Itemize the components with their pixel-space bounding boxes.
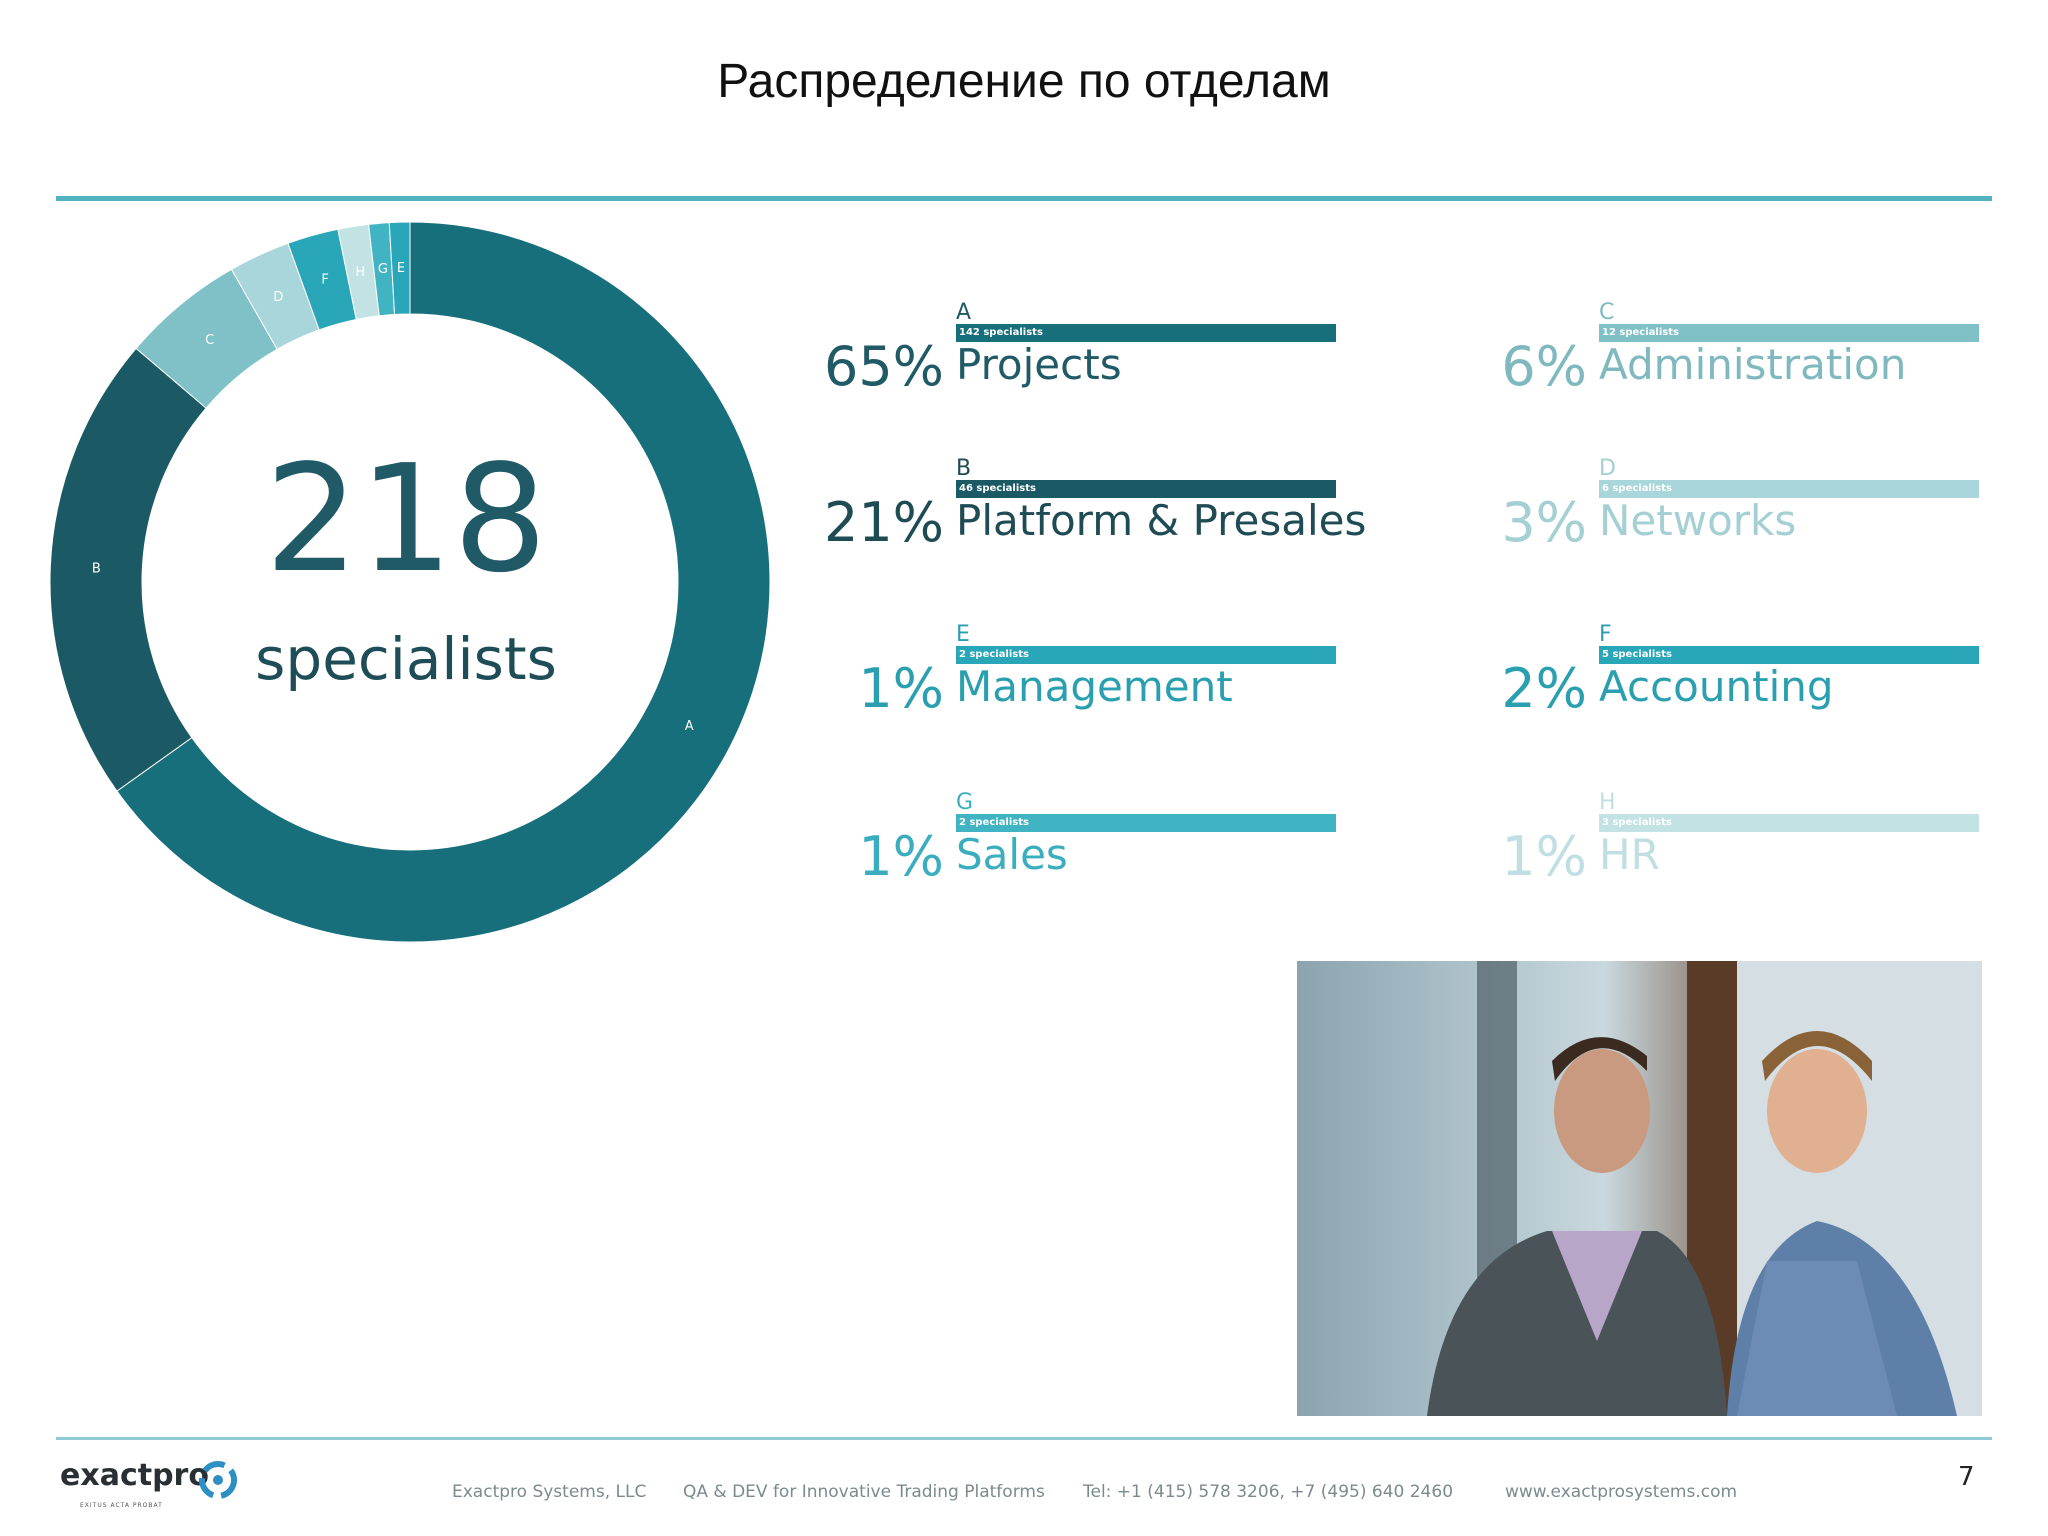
donut-slice-b: [49, 347, 207, 792]
dept-letter: H: [1599, 790, 1616, 815]
donut-slice-a: [116, 221, 771, 943]
logo-tagline: EXITUS ACTA PROBAT: [80, 1502, 163, 1509]
team-photo-illustration: [1297, 961, 1982, 1416]
dept-percent: 21%: [823, 491, 944, 554]
dept-networks: 3% D 6 specialists Networks: [1443, 458, 2043, 578]
dept-accounting: 2% F 5 specialists Accounting: [1443, 624, 2043, 744]
footer-phone: Tel: +1 (415) 578 3206, +7 (495) 640 246…: [1083, 1482, 1454, 1502]
footer-website[interactable]: www.exactprosystems.com: [1505, 1482, 1738, 1502]
dept-name: HR: [1599, 830, 1660, 879]
total-count: 218: [264, 433, 548, 605]
donut-label-h: H: [356, 265, 366, 280]
dept-name: Sales: [956, 830, 1068, 879]
dept-letter: G: [956, 790, 974, 815]
dept-percent: 65%: [823, 335, 944, 398]
dept-percent: 6%: [1501, 335, 1587, 398]
donut-label-c: C: [205, 333, 214, 348]
top-divider: [56, 196, 1992, 201]
dept-bar: 2 specialists: [956, 646, 1336, 664]
dept-bar: 2 specialists: [956, 814, 1336, 832]
donut-chart: A B C D F H G E: [49, 221, 771, 943]
team-photo: [1297, 961, 1982, 1416]
dept-letter: C: [1599, 300, 1615, 325]
dept-bar: 142 specialists: [956, 324, 1336, 342]
dept-bar: 12 specialists: [1599, 324, 1979, 342]
logo-text: exactpro: [60, 1458, 209, 1493]
dept-name: Management: [956, 662, 1233, 711]
logo-icon: [199, 1461, 237, 1499]
donut-label-g: G: [378, 262, 388, 277]
dept-letter: E: [956, 622, 970, 647]
footer-slogan: QA & DEV for Innovative Trading Platform…: [683, 1482, 1045, 1502]
dept-sales: 1% G 2 specialists Sales: [800, 792, 1400, 912]
dept-management: 1% E 2 specialists Management: [800, 624, 1400, 744]
dept-letter: D: [1599, 456, 1616, 481]
donut-label-b: B: [92, 561, 101, 576]
dept-name: Platform & Presales: [956, 496, 1367, 545]
dept-percent: 2%: [1501, 657, 1587, 720]
dept-hr: 1% H 3 specialists HR: [1443, 792, 2043, 912]
dept-name: Accounting: [1599, 662, 1834, 711]
dept-projects: 65% A 142 specialists Projects: [800, 302, 1400, 422]
dept-percent: 1%: [1501, 825, 1587, 888]
total-label: specialists: [255, 625, 557, 693]
dept-bar: 3 specialists: [1599, 814, 1979, 832]
dept-administration: 6% C 12 specialists Administration: [1443, 302, 2043, 422]
donut-label-a: A: [685, 719, 694, 734]
dept-bar: 5 specialists: [1599, 646, 1979, 664]
slide-title: Распределение по отделам: [717, 55, 1331, 108]
company-logo: exactpro EXITUS ACTA PROBAT: [60, 1458, 237, 1509]
dept-letter: F: [1599, 622, 1612, 647]
donut-label-d: D: [273, 290, 283, 305]
dept-name: Projects: [956, 340, 1122, 389]
dept-letter: A: [956, 300, 972, 325]
donut-label-e: E: [397, 261, 405, 276]
dept-percent: 3%: [1501, 491, 1587, 554]
donut-slice-e: [388, 221, 411, 315]
dept-percent: 1%: [858, 825, 944, 888]
dept-bar: 6 specialists: [1599, 480, 1979, 498]
dept-platform-presales: 21% B 46 specialists Platform & Presales: [800, 458, 1400, 578]
dept-letter: B: [956, 456, 972, 481]
bottom-divider: [56, 1437, 1992, 1440]
dept-percent: 1%: [858, 657, 944, 720]
dept-name: Networks: [1599, 496, 1797, 545]
dept-bar: 46 specialists: [956, 480, 1336, 498]
page-number: 7: [1958, 1462, 1975, 1492]
donut-label-f: F: [321, 273, 328, 288]
dept-name: Administration: [1599, 340, 1907, 389]
footer-company: Exactpro Systems, LLC: [452, 1482, 647, 1502]
